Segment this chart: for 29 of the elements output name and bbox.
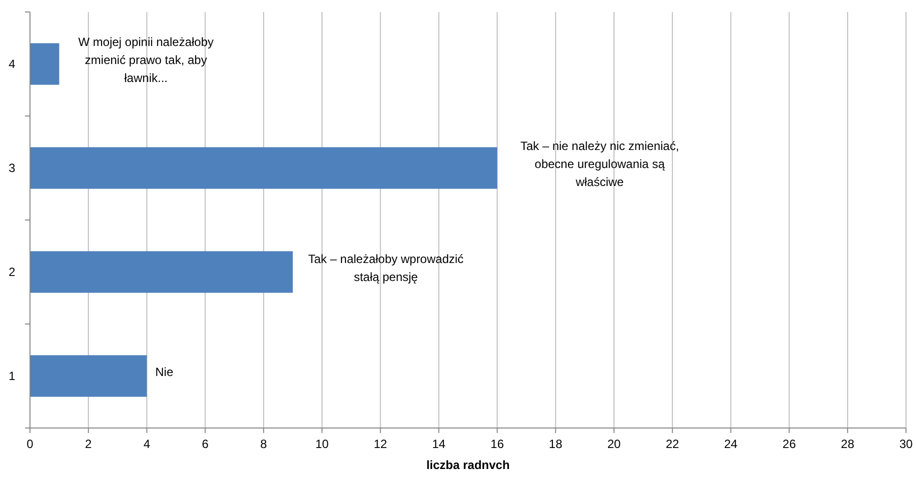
x-tick-label: 16 xyxy=(490,437,504,451)
x-tick-label: 0 xyxy=(26,437,34,451)
x-tick-label: 18 xyxy=(548,437,563,451)
x-tick-label: 12 xyxy=(374,437,388,451)
bar xyxy=(30,147,498,189)
y-tick-label: 1 xyxy=(8,369,16,384)
x-tick-label: 30 xyxy=(899,437,913,451)
bar xyxy=(30,43,60,85)
x-tick-label: 22 xyxy=(666,437,680,451)
y-tick-label: 3 xyxy=(8,161,16,176)
x-tick-label: 28 xyxy=(840,437,855,451)
x-tick-label: 24 xyxy=(724,437,738,451)
annotation: Nie xyxy=(155,365,174,380)
bar xyxy=(30,251,293,293)
x-tick-label: 6 xyxy=(202,437,209,451)
x-tick-label: 10 xyxy=(315,437,329,451)
x-axis-title: liczba radnvch xyxy=(426,458,510,472)
x-tick-label: 14 xyxy=(432,437,446,451)
annotation: Tak – nie należy nic zmieniać, obecne uregulowania są właściwe xyxy=(520,139,680,190)
y-tick-label: 4 xyxy=(8,57,16,72)
x-tick-label: 4 xyxy=(143,437,150,451)
bar xyxy=(30,355,147,397)
x-tick-label: 26 xyxy=(782,437,796,451)
x-tick-label: 8 xyxy=(260,437,268,451)
x-tick-label: 2 xyxy=(85,437,92,451)
annotation: W mojej opinii należałoby zmienić prawo tak, aby ławnik... xyxy=(78,35,214,86)
y-tick-label: 2 xyxy=(8,265,16,280)
x-tick-label: 20 xyxy=(607,437,621,451)
annotation: Tak – należałoby wprowadzić stałą pensję xyxy=(308,252,464,284)
